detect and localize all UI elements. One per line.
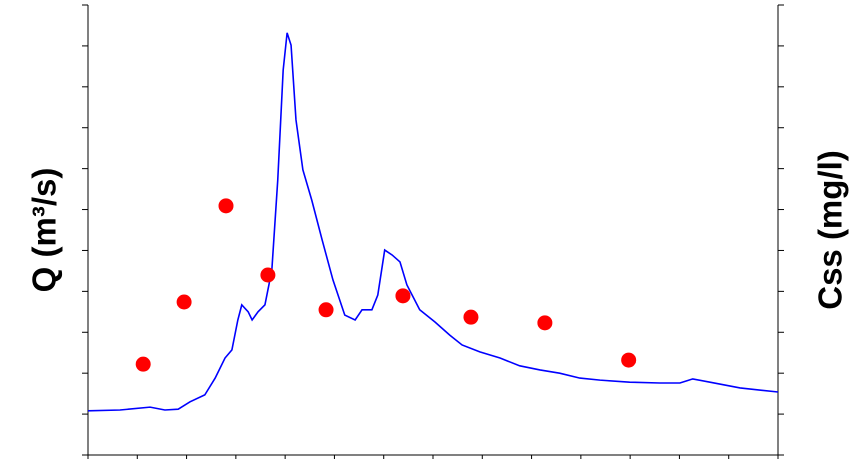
point — [176, 294, 192, 310]
y-axis-title: Q (m³/s) — [26, 168, 63, 293]
point — [395, 288, 411, 304]
point — [218, 198, 234, 214]
point — [463, 309, 479, 325]
line — [87, 32, 779, 412]
point — [135, 356, 151, 372]
y2-axis-title: Css (mg/l) — [812, 150, 849, 310]
point — [260, 267, 276, 283]
point — [621, 352, 637, 368]
point — [537, 315, 553, 331]
point — [318, 302, 334, 318]
